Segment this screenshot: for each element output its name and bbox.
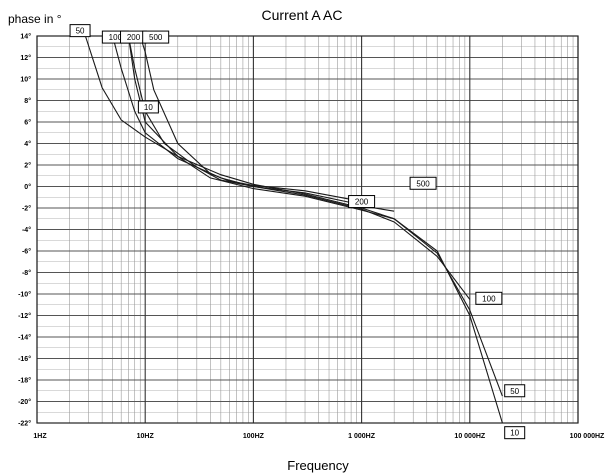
grid-lines: [36, 35, 579, 424]
callout-box-500: [142, 30, 170, 44]
series-line-100: [112, 36, 471, 300]
callout-box-50: [69, 24, 91, 38]
y-tick-label: 0°: [24, 183, 31, 191]
x-axis-label: Frequency: [287, 458, 349, 473]
y-tick-label: -16°: [18, 355, 31, 363]
x-tick-label: 100HZ: [243, 433, 265, 440]
series-line-200: [127, 36, 362, 209]
series-callouts: 50 100 200 500 10 200 500 100 50 10: [69, 24, 526, 440]
y-tick-label: 10°: [20, 76, 31, 84]
y-tick-label: -12°: [18, 312, 31, 320]
callout-box-10: [504, 426, 526, 440]
series-line-50: [84, 36, 503, 397]
callout-label-500: 500: [149, 33, 163, 42]
x-tick-label: 10 000HZ: [454, 433, 485, 440]
x-tick-label: 10HZ: [137, 433, 155, 440]
x-tick-label: 100 000HZ: [570, 433, 605, 440]
x-tick-label: 1 000HZ: [348, 433, 376, 440]
callout-label-50: 50: [76, 27, 85, 36]
y-tick-label: -20°: [18, 398, 31, 406]
series-lines: [84, 36, 503, 423]
y-tick-label: 2°: [24, 162, 31, 170]
callout-label-200: 200: [355, 198, 369, 207]
y-tick-label: -18°: [18, 377, 31, 385]
callout-box-500: [409, 176, 437, 190]
y-tick-label: 12°: [20, 54, 31, 62]
y-tick-label: 8°: [24, 97, 31, 105]
callout-box-10: [137, 100, 159, 114]
y-tick-label: -8°: [22, 269, 31, 277]
callout-label-100: 100: [109, 33, 123, 42]
callout-label-50: 50: [510, 387, 519, 396]
callout-box-200: [348, 195, 376, 209]
y-tick-label: -4°: [22, 226, 31, 234]
y-tick-label: 4°: [24, 140, 31, 148]
callout-label-10: 10: [144, 103, 153, 112]
y-tick-labels: 14° 12° 10° 8° 6° 4° 2° 0° -2° -4° -6° -8° -10° -12° -…: [18, 33, 31, 428]
x-tick-label: 1HZ: [33, 433, 47, 440]
y-axis-label: phase in °: [8, 12, 62, 26]
y-tick-label: -2°: [22, 205, 31, 213]
callout-label-10: 10: [510, 429, 519, 438]
callout-label-200: 200: [127, 33, 141, 42]
plot-frame: [36, 35, 579, 424]
y-tick-label: -14°: [18, 334, 31, 342]
callout-box-50: [504, 384, 526, 398]
series-line-500: [139, 36, 395, 212]
callout-box-100: [475, 291, 503, 305]
callout-label-500: 500: [416, 179, 430, 188]
y-tick-label: -6°: [22, 248, 31, 256]
x-tick-labels: 1HZ 10HZ 100HZ 1 000HZ 10 000HZ 100 000HZ: [33, 433, 605, 440]
y-tick-label: -22°: [18, 420, 31, 428]
callout-label-100: 100: [482, 294, 496, 303]
y-tick-label: 14°: [20, 33, 31, 41]
chart-title: Current A AC: [262, 7, 343, 23]
y-tick-label: 6°: [24, 119, 31, 127]
y-tick-label: -10°: [18, 291, 31, 299]
